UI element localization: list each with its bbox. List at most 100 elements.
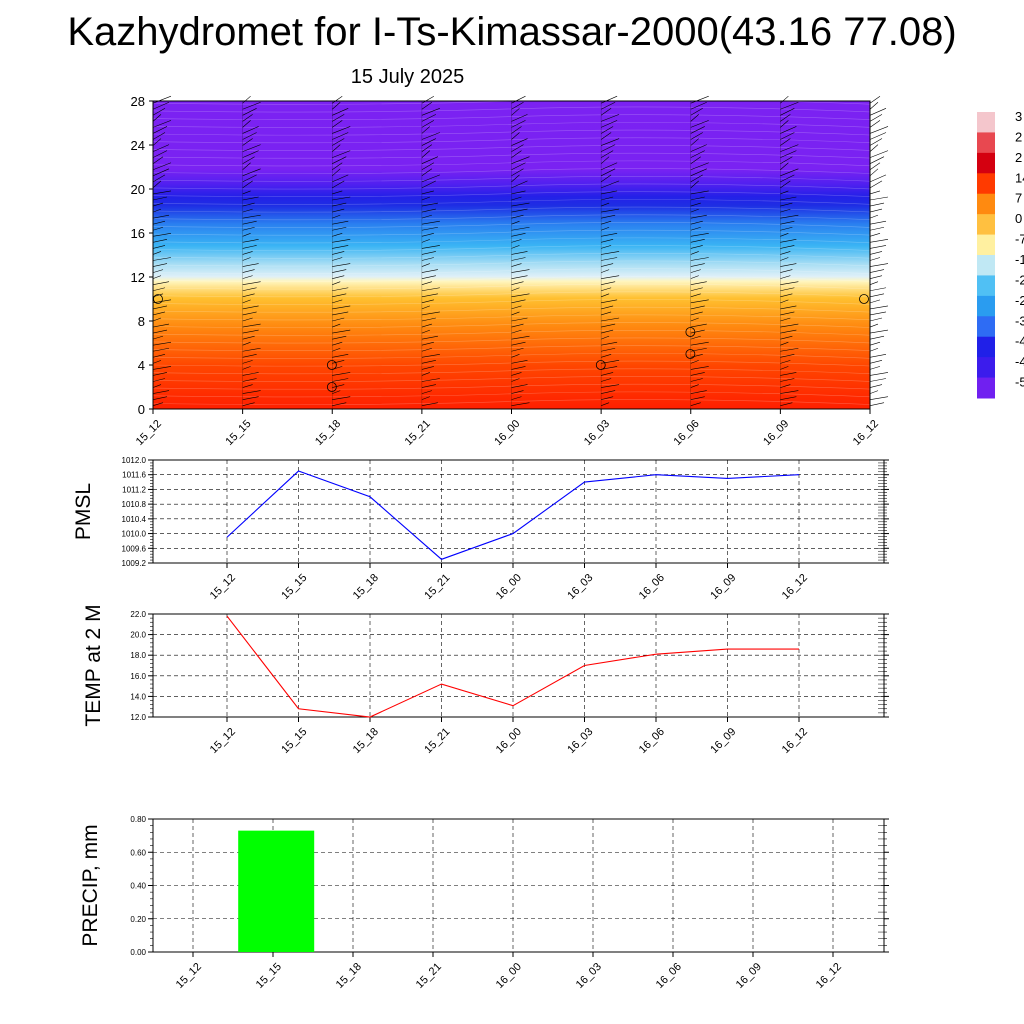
wind-barb [152, 263, 168, 267]
y-tick-label: 20.0 [130, 631, 146, 640]
wind-barb [332, 156, 347, 164]
wind-barb [421, 108, 440, 116]
wind-barb [421, 287, 440, 292]
wind-barb [869, 372, 889, 376]
wind-barb [152, 329, 168, 334]
wind-barb [780, 384, 791, 388]
x-tick-label: 16_03 [565, 726, 595, 756]
x-tick-label: 16_00 [492, 418, 522, 448]
colorbar-label: 2 [1015, 150, 1022, 165]
wind-barb [690, 126, 705, 134]
wind-barb [242, 156, 255, 164]
wind-barb [780, 220, 795, 225]
wind-barb [152, 335, 164, 340]
wind-barb [242, 311, 257, 316]
wind-barb [690, 341, 709, 346]
wind-barb [152, 372, 168, 376]
wind-barb [601, 372, 614, 376]
wind-barb [511, 126, 522, 134]
wind-barb [242, 174, 257, 183]
x-tick-label: 16_06 [637, 572, 667, 602]
wind-barb [421, 257, 434, 261]
x-tick-label: 16_00 [494, 726, 524, 756]
colorbar-swatch [977, 377, 995, 399]
wind-barb [421, 329, 430, 334]
wind-barb [152, 162, 172, 171]
colorbar-swatch [977, 214, 995, 236]
wind-barb [332, 317, 345, 322]
wind-barb [332, 396, 351, 400]
wind-barb [780, 208, 791, 213]
wind-barb [152, 311, 166, 316]
wind-barb [421, 378, 440, 382]
wind-barb [780, 233, 789, 237]
y-tick-label: 1009.6 [122, 544, 147, 553]
wind-barb [511, 180, 528, 189]
colorbar-label: -5 [1015, 375, 1024, 390]
wind-barb [421, 138, 437, 146]
wind-barb [332, 120, 343, 128]
wind-barb [152, 275, 162, 279]
wind-barb [690, 317, 699, 322]
wind-barb [869, 208, 883, 213]
wind-barb [242, 329, 259, 334]
wind-barb [780, 354, 795, 358]
wind-barb [780, 396, 797, 400]
wind-barb [511, 390, 524, 394]
wind-barb [780, 372, 797, 376]
wind-barb [601, 287, 612, 292]
wind-barb [242, 323, 261, 328]
wind-barb [421, 354, 440, 358]
wind-barb [869, 214, 879, 219]
wind-barb [332, 102, 341, 110]
wind-barb [332, 402, 347, 406]
wind-barb [332, 202, 347, 207]
wind-barb [242, 208, 253, 213]
wind-barb [332, 239, 351, 243]
wind-barb [421, 384, 436, 388]
calm-circle [685, 327, 696, 337]
x-tick-label: 16_00 [494, 961, 524, 991]
colorbar-swatch [977, 173, 995, 195]
y-tick-label: 16.0 [130, 672, 146, 681]
wind-barb [421, 293, 438, 298]
colorbar-label: -2 [1015, 293, 1024, 308]
x-tick-label: 16_12 [780, 572, 810, 602]
wind-barb [869, 114, 883, 122]
wind-barb [242, 299, 251, 304]
wind-barb [242, 196, 259, 201]
wind-barb [780, 126, 797, 134]
y-tick-label: 0.40 [130, 882, 146, 891]
wind-barb [332, 114, 345, 122]
wind-barb [421, 390, 432, 394]
wind-barb [421, 347, 432, 352]
wind-barb [869, 347, 879, 352]
wind-barb [780, 347, 799, 352]
wind-barb [421, 366, 434, 370]
wind-barb [780, 132, 795, 140]
wind-barb [421, 95, 435, 104]
wind-barb [600, 101, 616, 110]
wind-barb [511, 108, 520, 116]
x-tick-label: 16_12 [851, 418, 881, 448]
wind-barb [690, 390, 707, 394]
y-axis-title: TEMP at 2 M [82, 604, 105, 726]
x-tick-label: 16_09 [708, 572, 738, 602]
wind-barb [152, 323, 170, 328]
wind-barb [511, 202, 530, 207]
wind-barb [242, 202, 255, 207]
wind-barb [421, 396, 430, 400]
wind-barb [332, 251, 345, 255]
wind-barb [511, 323, 524, 328]
y-tick-label: 0.20 [130, 915, 146, 924]
wind-barb [601, 220, 612, 225]
x-tick-label: 15_18 [351, 726, 381, 756]
colorbar-label: -7 [1015, 232, 1024, 247]
x-tick-label: 16_09 [761, 418, 791, 448]
wind-barb [421, 275, 436, 279]
wind-barb [869, 341, 881, 346]
wind-barb [601, 226, 610, 231]
y-tick-label: 1010.8 [122, 500, 147, 509]
wind-barb [511, 208, 528, 213]
